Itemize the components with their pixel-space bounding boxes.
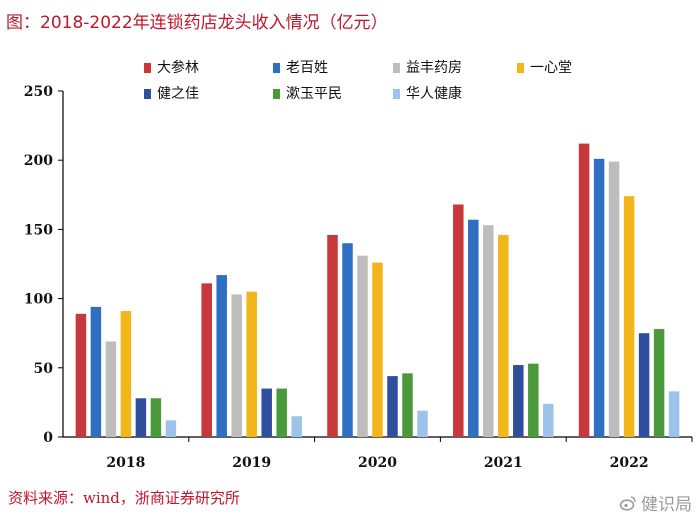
bar [150,398,162,437]
bar [276,388,287,437]
bar [578,143,590,438]
bar [165,420,177,437]
axes: 0 50 100 150 200 250 2018 2019 2020 2021 2022 [24,84,693,471]
legend-swatch [144,63,151,73]
bar [372,262,383,437]
bar [342,243,353,437]
bar [201,283,212,437]
legend-swatch [393,63,400,73]
bar [327,234,338,437]
legend-label: 漱玉平民 [286,86,342,102]
bar [216,275,227,437]
bar [608,161,620,438]
bar [135,398,147,437]
bar [357,255,368,437]
y-tick-label: 0 [43,430,53,446]
legend-label: 大参林 [157,59,199,76]
x-tick-label: 2022 [610,455,649,471]
bar [417,410,428,437]
legend-swatch [273,63,280,73]
bar [75,313,87,437]
legend-swatch [393,89,400,99]
bar [120,311,132,437]
bar [513,365,524,437]
x-tick-label: 2019 [232,455,271,471]
legend-label: 健之佳 [157,86,199,102]
y-tick-label: 200 [24,153,53,169]
x-tick-label: 2020 [358,455,397,471]
bar [528,363,539,437]
bar [231,294,242,437]
bar [387,376,398,437]
bar [483,225,494,437]
bar [246,291,257,437]
legend-label: 益丰药房 [406,60,462,76]
bar [498,234,509,437]
bars [75,143,680,438]
legend-swatch [517,63,524,73]
x-tick-label: 2021 [484,455,523,471]
bar [593,158,605,438]
bar [623,196,635,437]
source-note: 资料来源：wind，浙商证券研究所 [8,489,240,507]
y-tick-label: 50 [34,361,54,377]
chart-title: 图：2018-2022年连锁药店龙头收入情况（亿元） [6,13,388,33]
watermark-text: 健识局 [641,495,692,515]
bar [543,403,554,437]
bar [261,388,272,437]
bar [453,204,464,437]
bar [90,306,102,437]
legend-label: 老百姓 [286,60,328,76]
y-tick-label: 150 [24,222,53,238]
legend-label: 一心堂 [530,60,572,76]
bar [668,391,680,437]
weibo-logo-icon [619,495,636,511]
bar [653,329,665,437]
bar [291,416,302,437]
x-tick-label: 2018 [106,455,145,471]
y-tick-label: 100 [24,292,53,308]
bar [638,333,650,437]
y-tick-label: 250 [24,84,53,100]
bar [402,373,413,437]
legend-swatch [273,89,280,99]
bar [105,341,117,437]
bar [468,219,479,437]
legend-label: 华人健康 [406,85,462,102]
legend-swatch [144,89,151,99]
watermark: 健识局 [619,490,692,515]
